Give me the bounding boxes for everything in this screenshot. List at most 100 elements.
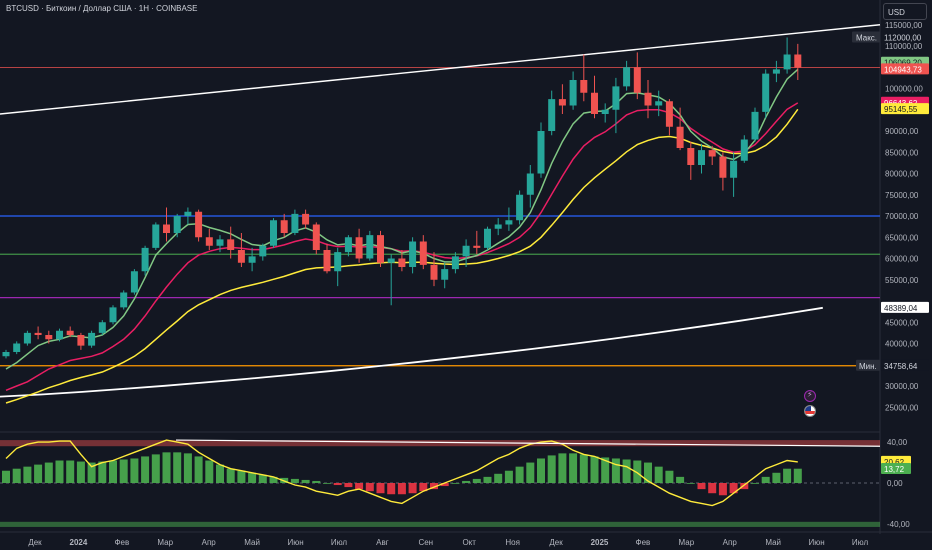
price-axis: 115000,00 110000,00 100000,00 90000,00 85000… xyxy=(885,21,923,413)
osc-histogram-bar xyxy=(355,483,364,490)
candle-body xyxy=(120,292,128,308)
candle xyxy=(34,326,42,340)
candle xyxy=(719,152,727,191)
min-label: Мин. xyxy=(856,359,880,371)
osc-histogram-bar xyxy=(248,472,257,483)
candle-body xyxy=(494,224,502,229)
bolt-icon[interactable] xyxy=(804,390,816,402)
candle-body xyxy=(205,237,213,246)
candle xyxy=(216,235,224,253)
candle xyxy=(644,80,652,119)
osc-histogram-bar xyxy=(216,464,224,483)
candle-body xyxy=(484,228,491,248)
time-tick: Авг xyxy=(376,538,389,547)
candle xyxy=(387,254,395,306)
candle xyxy=(13,341,21,355)
candle-body xyxy=(344,237,352,253)
candle xyxy=(77,332,85,350)
candle-body xyxy=(451,256,459,270)
candle-body xyxy=(687,148,695,165)
candle-body xyxy=(227,239,235,250)
candle xyxy=(259,243,267,261)
candle xyxy=(270,218,277,248)
price-tick: 80000,00 xyxy=(885,170,919,179)
osc-histogram-bar xyxy=(130,458,139,483)
osc-histogram-bar xyxy=(141,456,150,483)
candle-body xyxy=(794,54,802,68)
osc-histogram-bar xyxy=(344,483,353,488)
osc-histogram-bar xyxy=(12,468,21,483)
osc-histogram-bar xyxy=(365,483,374,492)
candle xyxy=(248,247,256,272)
last-price-label-text: 104943,73 xyxy=(884,65,922,74)
price-tick: 30000,00 xyxy=(885,382,919,391)
osc-histogram-bar xyxy=(162,452,171,483)
candles xyxy=(2,37,802,359)
osc-tick: 0,00 xyxy=(887,479,903,488)
osc-histogram-bar xyxy=(205,460,214,483)
time-tick: 2025 xyxy=(591,538,609,547)
time-tick: Ноя xyxy=(505,538,520,547)
candle xyxy=(163,207,170,242)
candle xyxy=(451,252,459,274)
osc-histogram-bar xyxy=(579,454,588,483)
channel-level-label: 48389,04 xyxy=(881,301,929,313)
candle xyxy=(751,107,759,142)
flag-icon[interactable] xyxy=(804,405,816,417)
candle-body xyxy=(558,99,566,106)
time-tick: Сен xyxy=(418,538,433,547)
candle-body xyxy=(676,126,684,148)
candle-body xyxy=(623,67,631,87)
price-tick: 65000,00 xyxy=(885,233,919,242)
time-tick: Мар xyxy=(678,538,694,547)
osc-histogram-bar xyxy=(665,470,674,483)
candle-body xyxy=(569,80,577,106)
candle-body xyxy=(591,92,598,114)
candle-body xyxy=(34,332,42,335)
osc-histogram-bar xyxy=(44,462,53,483)
candle-body xyxy=(419,241,427,265)
osc-band-upper xyxy=(0,440,880,447)
candle-body xyxy=(644,92,652,106)
candle xyxy=(88,330,96,348)
osc-histogram-bar xyxy=(237,470,246,483)
osc-histogram-bar xyxy=(419,483,428,492)
ema-yellow-value-label-bg xyxy=(881,103,929,115)
candle xyxy=(783,37,791,74)
osc-histogram-bar xyxy=(526,462,535,483)
max-value-label-bg xyxy=(881,31,929,43)
price-tick: 100000,00 xyxy=(885,85,923,94)
candle-body xyxy=(537,131,545,174)
min-value-label: 34758,64 xyxy=(881,359,929,371)
candle-body xyxy=(280,220,288,233)
price-tick: 70000,00 xyxy=(885,212,919,221)
osc-histogram-bar xyxy=(729,483,738,494)
time-axis: Дек 2024 Фев Мар Апр Май Июн Июл Авг Сен Окт Ноя Дек… xyxy=(28,538,868,547)
candle xyxy=(762,69,770,119)
candle-body xyxy=(751,111,759,140)
candle xyxy=(227,226,235,259)
candle-body xyxy=(462,245,470,257)
ema-lines xyxy=(5,68,799,404)
osc-yellow-value-label-text: 20,62 xyxy=(884,458,905,467)
osc-histogram-bar xyxy=(611,458,620,483)
candle xyxy=(152,222,160,250)
candle-body xyxy=(612,86,620,110)
candle-body xyxy=(398,258,406,267)
osc-histogram-bar xyxy=(34,464,43,483)
candle-body xyxy=(387,258,395,263)
candle xyxy=(665,99,673,136)
candle-body xyxy=(430,264,438,280)
candle xyxy=(655,90,663,117)
candle xyxy=(772,60,780,83)
ema-yellow-value-label-text: 95145,55 xyxy=(884,105,918,114)
time-tick: 2024 xyxy=(70,538,88,547)
osc-histogram-bar xyxy=(740,483,749,490)
price-tick: 40000,00 xyxy=(885,340,919,349)
osc-histogram-bar xyxy=(761,476,770,483)
candle xyxy=(141,245,149,276)
osc-histogram-bar xyxy=(430,483,438,490)
currency-button[interactable]: USD xyxy=(883,3,927,20)
candle-body xyxy=(366,235,374,259)
